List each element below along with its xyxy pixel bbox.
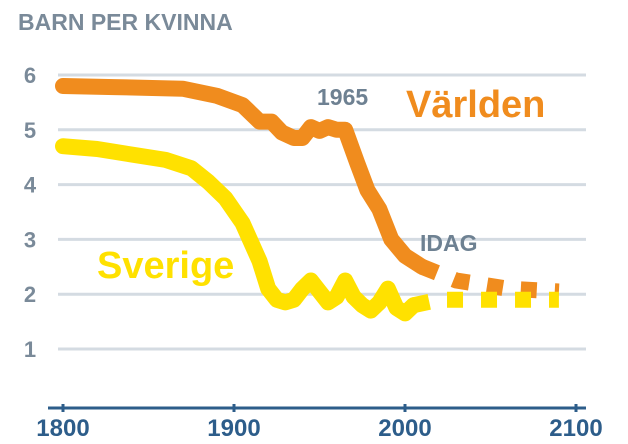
series-projection-sverige: [411, 291, 559, 314]
series-lines: [55, 78, 560, 322]
x-tick-label: 1800: [36, 415, 89, 442]
y-tick-label: 4: [24, 173, 37, 198]
y-tick-label: 6: [24, 63, 36, 88]
series-line-varlden: [55, 78, 431, 275]
x-tick-label: 2000: [378, 415, 431, 442]
series-projection-varlden: [419, 259, 560, 300]
y-tick-label: 1: [24, 337, 36, 362]
annotation-1965: 1965: [317, 84, 368, 110]
annotation-idag: IDAG: [420, 230, 478, 256]
x-tick-label: 1900: [207, 415, 260, 442]
y-tick-label: 5: [24, 118, 36, 143]
x-axis-ticks: 1800 1900 2000 2100: [36, 404, 603, 442]
y-tick-label: 3: [24, 227, 36, 252]
y-axis-ticks: 1 2 3 4 5 6: [24, 63, 37, 362]
x-tick-label: 2100: [549, 415, 602, 442]
series-label-sverige: Sverige: [97, 245, 234, 287]
series-line-sverige: [55, 138, 422, 322]
y-tick-label: 2: [24, 282, 36, 307]
series-label-varlden: Världen: [406, 84, 545, 126]
chart-title: BARN PER KVINNA: [18, 9, 233, 35]
